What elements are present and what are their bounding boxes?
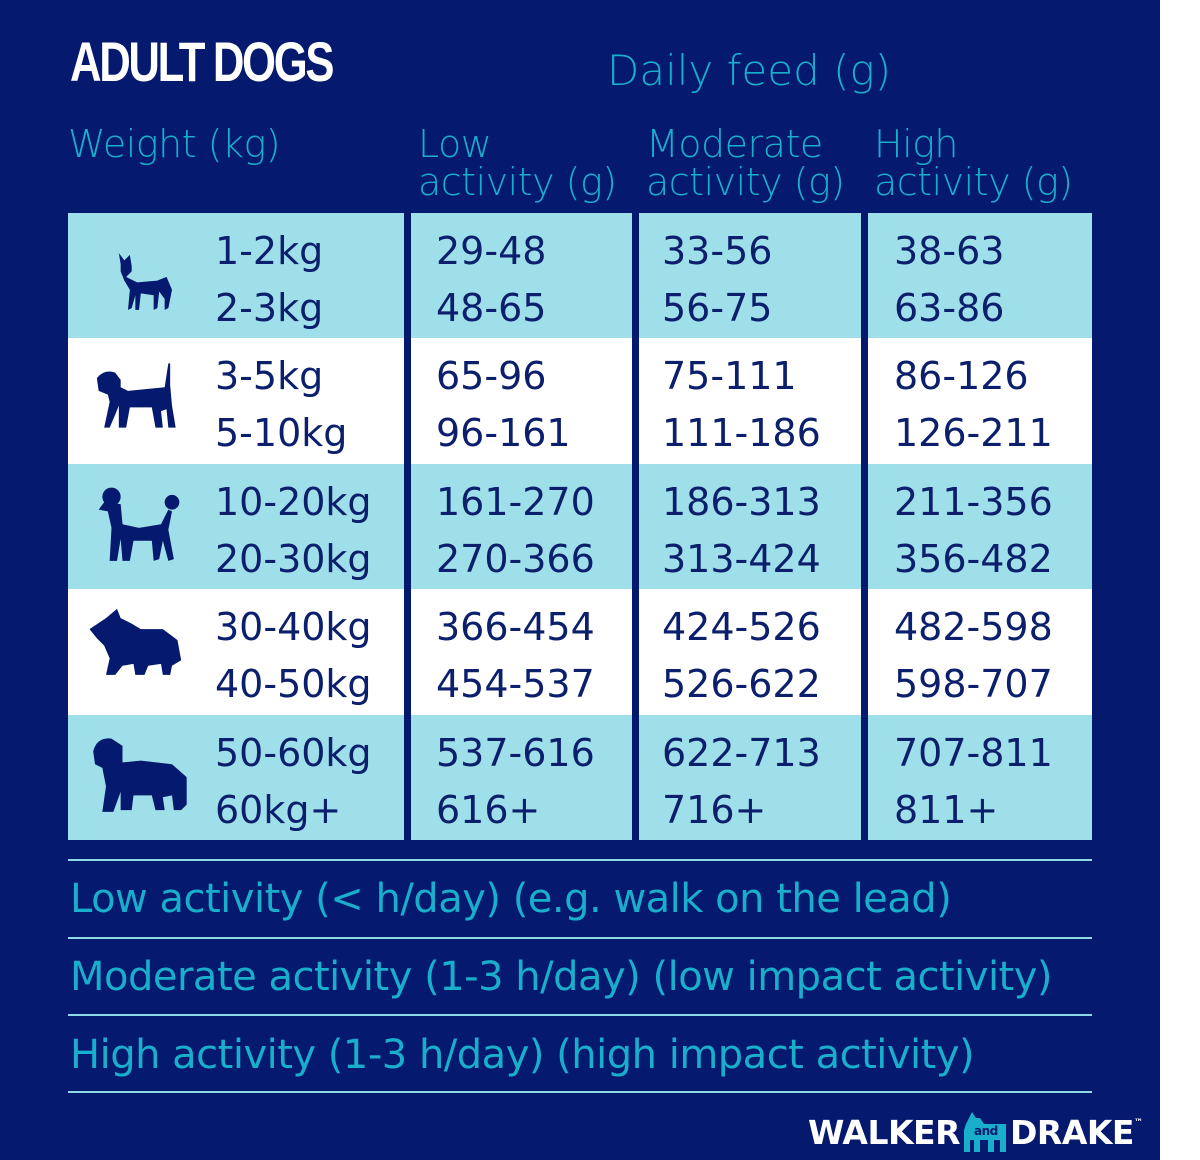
divider	[68, 937, 1092, 939]
divider	[68, 1091, 1092, 1093]
high-activity-cell: 482-598 598-707	[894, 605, 1053, 707]
high-activity-cell: 86-126 126-211	[894, 354, 1053, 456]
header-moderate: Moderate activity (g)	[646, 122, 845, 204]
table-row: 3-5kg 5-10kg 65-96 96-161 75-111 111-186 86-12…	[68, 338, 1092, 464]
page-title: ADULT DOGS	[70, 30, 334, 93]
weight-cell: 3-5kg 5-10kg	[215, 354, 348, 456]
weight-cell: 30-40kg 40-50kg	[215, 605, 372, 707]
table-row: 1-2kg 2-3kg 29-48 48-65 33-56 56-75 38-63 63-86	[68, 213, 1092, 339]
poodle-icon	[98, 487, 180, 561]
moderate-activity-cell: 75-111 111-186	[662, 354, 821, 456]
high-activity-cell: 38-63 63-86	[894, 229, 1005, 330]
table-row: 30-40kg 40-50kg 366-454 454-537 424-526 526-6…	[68, 589, 1092, 715]
note-moderate-activity: Moderate activity (1-3 h/day) (low impac…	[70, 954, 1053, 1000]
dog-logo-icon: and	[962, 1110, 1008, 1152]
walker-and-drake-logo: WALKER and DRAKE ™	[808, 1110, 1143, 1152]
header-low: Low activity (g)	[418, 122, 617, 204]
weight-cell: 10-20kg 20-30kg	[215, 479, 372, 581]
moderate-activity-cell: 622-713 716+	[662, 730, 821, 832]
column-divider	[861, 213, 868, 840]
header-weight: Weight (kg)	[68, 122, 281, 166]
low-activity-cell: 29-48 48-65	[436, 229, 547, 330]
feeding-table: 1-2kg 2-3kg 29-48 48-65 33-56 56-75 38-63 63-86…	[68, 213, 1092, 840]
moderate-activity-cell: 186-313 313-424	[662, 479, 821, 581]
high-activity-cell: 707-811 811+	[894, 730, 1053, 832]
beagle-icon	[96, 363, 176, 428]
daily-feed-label: Daily feed (g)	[607, 46, 892, 95]
weight-cell: 1-2kg 2-3kg	[215, 229, 324, 330]
low-activity-cell: 366-454 454-537	[436, 605, 595, 707]
moderate-activity-cell: 33-56 56-75	[662, 229, 773, 330]
low-activity-cell: 537-616 616+	[436, 730, 595, 832]
moderate-activity-cell: 424-526 526-622	[662, 605, 821, 707]
note-low-activity: Low activity (< h/day) (e.g. walk on the…	[70, 876, 952, 922]
table-row: 50-60kg 60kg+ 537-616 616+ 622-713 716+ 707-81…	[68, 714, 1092, 840]
note-high-activity: High activity (1-3 h/day) (high impact a…	[70, 1032, 975, 1078]
low-activity-cell: 161-270 270-366	[436, 479, 595, 581]
high-activity-cell: 211-356 356-482	[894, 479, 1053, 581]
collie-icon	[89, 609, 182, 676]
column-divider	[632, 213, 639, 840]
column-divider	[404, 213, 411, 840]
chihuahua-icon	[118, 253, 172, 310]
header-high: High activity (g)	[874, 122, 1073, 204]
divider	[68, 1014, 1092, 1016]
divider	[68, 859, 1092, 861]
weight-cell: 50-60kg 60kg+	[215, 730, 372, 832]
newfoundland-icon	[93, 737, 187, 812]
table-row: 10-20kg 20-30kg 161-270 270-366 186-313 313-4…	[68, 463, 1092, 590]
low-activity-cell: 65-96 96-161	[436, 354, 571, 456]
